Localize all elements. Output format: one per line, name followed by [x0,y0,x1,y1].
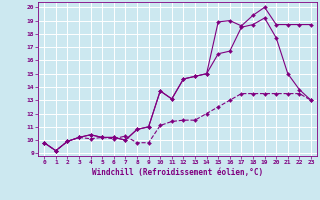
X-axis label: Windchill (Refroidissement éolien,°C): Windchill (Refroidissement éolien,°C) [92,168,263,177]
